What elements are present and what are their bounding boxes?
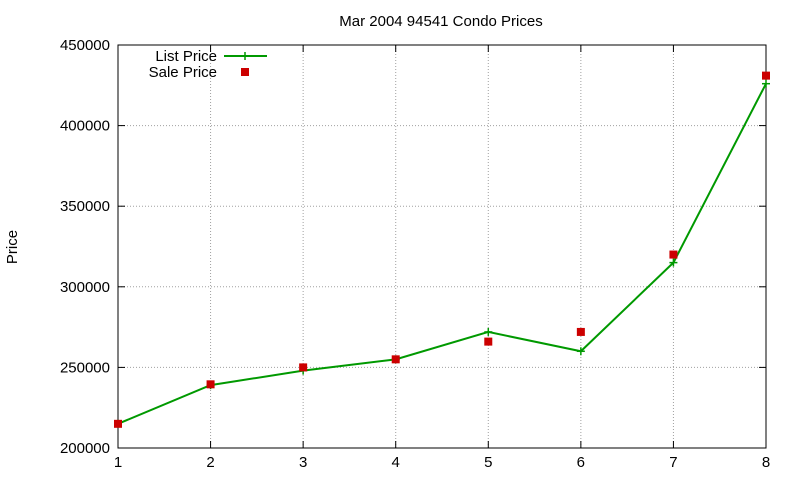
legend-label-list-price: List Price (155, 48, 217, 65)
y-tick-label: 400000 (60, 118, 110, 135)
sale-price-point (669, 250, 678, 259)
sale-price-point (114, 419, 122, 428)
x-tick-label: 6 (577, 454, 585, 471)
y-tick-label: 300000 (60, 279, 110, 296)
list-price-line (117, 83, 767, 425)
sale-price-point (762, 71, 770, 80)
list-price-point (484, 327, 493, 336)
y-tick-label: 450000 (60, 37, 110, 54)
sale-price-point (391, 355, 400, 364)
y-axis-label: Price (4, 230, 21, 264)
x-tick-label: 7 (669, 454, 677, 471)
x-tick-label: 8 (762, 454, 770, 471)
x-tick-label: 1 (114, 454, 122, 471)
sale-price-point (299, 363, 308, 372)
x-tick-label: 4 (392, 454, 400, 471)
ticks: 200000 250000 300000 350000 400000 450000 1 2 3 4… (60, 37, 770, 471)
y-tick-label: 350000 (60, 198, 110, 215)
y-tick-label: 250000 (60, 359, 110, 376)
legend-marker-sale-price (241, 68, 249, 76)
x-tick-label: 5 (484, 454, 492, 471)
list-price-point (576, 347, 585, 356)
sale-price-point (206, 380, 215, 389)
sale-price-point (484, 337, 493, 346)
chart-title: Mar 2004 94541 Condo Prices (339, 13, 542, 30)
grid (118, 45, 766, 448)
list-price-point (762, 79, 770, 88)
series (114, 71, 770, 428)
legend-label-sale-price: Sale Price (149, 64, 217, 81)
list-price-point (669, 258, 678, 267)
y-tick-label: 200000 (60, 440, 110, 457)
sale-price-point (576, 327, 585, 336)
x-tick-label: 2 (206, 454, 214, 471)
plot-frame (117, 44, 767, 449)
x-tick-label: 3 (299, 454, 307, 471)
legend-marker-list-price (241, 52, 249, 60)
